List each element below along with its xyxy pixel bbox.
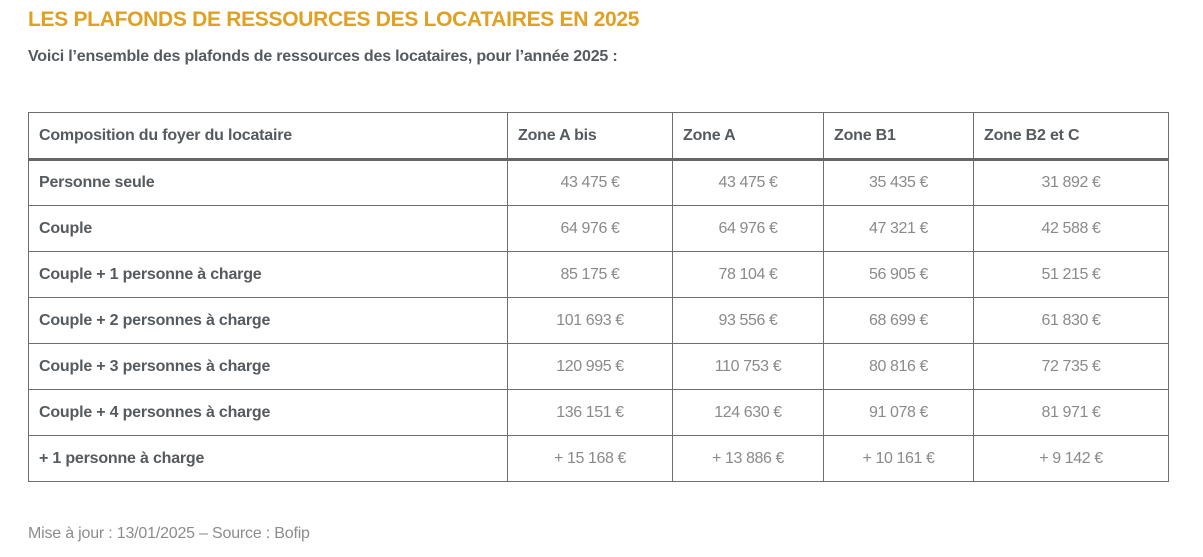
cell-zone-b1: 35 435 € bbox=[823, 159, 974, 206]
table-row: Couple + 2 personnes à charge 101 693 € … bbox=[28, 297, 1169, 344]
row-label: Couple + 2 personnes à charge bbox=[28, 297, 508, 344]
cell-zone-b2-c: 51 215 € bbox=[973, 251, 1169, 298]
row-label: Couple + 3 personnes à charge bbox=[28, 343, 508, 390]
cell-zone-b2-c: 81 971 € bbox=[973, 389, 1169, 436]
table-row: Couple + 3 personnes à charge 120 995 € … bbox=[28, 343, 1169, 390]
cell-zone-a: 43 475 € bbox=[672, 159, 824, 206]
header-household-composition: Composition du foyer du locataire bbox=[28, 112, 508, 161]
cell-zone-a-bis: 136 151 € bbox=[507, 389, 673, 436]
header-zone-a: Zone A bbox=[672, 112, 824, 161]
page-title: LES PLAFONDS DE RESSOURCES DES LOCATAIRE… bbox=[28, 8, 640, 31]
cell-zone-b1: 91 078 € bbox=[823, 389, 974, 436]
cell-zone-a-bis: 85 175 € bbox=[507, 251, 673, 298]
table-row: Couple 64 976 € 64 976 € 47 321 € 42 588… bbox=[28, 205, 1169, 252]
cell-zone-a-bis: + 15 168 € bbox=[507, 435, 673, 482]
income-ceilings-table: Composition du foyer du locataire Zone A… bbox=[28, 112, 1169, 482]
cell-zone-b2-c: 72 735 € bbox=[973, 343, 1169, 390]
cell-zone-a: 124 630 € bbox=[672, 389, 824, 436]
cell-zone-a-bis: 101 693 € bbox=[507, 297, 673, 344]
row-label: Couple bbox=[28, 205, 508, 252]
cell-zone-a-bis: 43 475 € bbox=[507, 159, 673, 206]
row-label: Couple + 1 personne à charge bbox=[28, 251, 508, 298]
cell-zone-a: 64 976 € bbox=[672, 205, 824, 252]
table-row: Personne seule 43 475 € 43 475 € 35 435 … bbox=[28, 159, 1169, 206]
cell-zone-b2-c: 42 588 € bbox=[973, 205, 1169, 252]
page-subtitle: Voici l’ensemble des plafonds de ressour… bbox=[28, 48, 618, 65]
cell-zone-b2-c: 61 830 € bbox=[973, 297, 1169, 344]
table-header-row: Composition du foyer du locataire Zone A… bbox=[28, 112, 1169, 161]
cell-zone-b2-c: 31 892 € bbox=[973, 159, 1169, 206]
cell-zone-b1: 68 699 € bbox=[823, 297, 974, 344]
cell-zone-a: 93 556 € bbox=[672, 297, 824, 344]
row-label: Couple + 4 personnes à charge bbox=[28, 389, 508, 436]
cell-zone-b2-c: + 9 142 € bbox=[973, 435, 1169, 482]
cell-zone-b1: 80 816 € bbox=[823, 343, 974, 390]
header-zone-b1: Zone B1 bbox=[823, 112, 974, 161]
table-row: Couple + 1 personne à charge 85 175 € 78… bbox=[28, 251, 1169, 298]
cell-zone-a-bis: 120 995 € bbox=[507, 343, 673, 390]
cell-zone-a: + 13 886 € bbox=[672, 435, 824, 482]
row-label: Personne seule bbox=[28, 159, 508, 206]
cell-zone-b1: 47 321 € bbox=[823, 205, 974, 252]
header-zone-a-bis: Zone A bis bbox=[507, 112, 673, 161]
cell-zone-b1: 56 905 € bbox=[823, 251, 974, 298]
cell-zone-a: 78 104 € bbox=[672, 251, 824, 298]
header-zone-b2-c: Zone B2 et C bbox=[973, 112, 1169, 161]
table-row: Couple + 4 personnes à charge 136 151 € … bbox=[28, 389, 1169, 436]
row-label: + 1 personne à charge bbox=[28, 435, 508, 482]
cell-zone-a: 110 753 € bbox=[672, 343, 824, 390]
cell-zone-b1: + 10 161 € bbox=[823, 435, 974, 482]
update-source-note: Mise à jour : 13/01/2025 – Source : Bofi… bbox=[28, 525, 310, 542]
table-row: + 1 personne à charge + 15 168 € + 13 88… bbox=[28, 435, 1169, 482]
cell-zone-a-bis: 64 976 € bbox=[507, 205, 673, 252]
